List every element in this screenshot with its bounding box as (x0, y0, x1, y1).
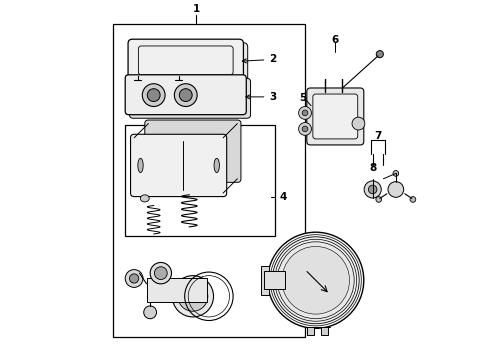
Circle shape (154, 267, 167, 280)
Text: 5: 5 (299, 93, 306, 103)
Circle shape (147, 89, 160, 102)
Text: 3: 3 (245, 92, 276, 102)
Text: 8: 8 (368, 163, 376, 173)
Bar (125, 125, 274, 236)
Circle shape (267, 232, 363, 328)
Bar (146, 279, 207, 302)
Circle shape (367, 185, 376, 194)
Bar (306, 327, 313, 336)
Circle shape (375, 51, 383, 58)
Text: 2: 2 (242, 54, 276, 64)
Circle shape (298, 107, 311, 119)
Circle shape (392, 171, 398, 176)
Circle shape (150, 262, 171, 284)
Text: 7: 7 (374, 131, 381, 141)
FancyBboxPatch shape (128, 39, 243, 82)
FancyBboxPatch shape (130, 134, 226, 197)
FancyBboxPatch shape (132, 43, 247, 85)
Circle shape (375, 197, 381, 202)
Circle shape (142, 84, 165, 107)
Ellipse shape (214, 158, 219, 172)
FancyBboxPatch shape (125, 75, 246, 115)
Bar (113, 24, 305, 337)
Circle shape (351, 117, 364, 130)
Circle shape (387, 182, 403, 197)
Circle shape (302, 110, 307, 116)
Circle shape (364, 181, 381, 198)
Circle shape (143, 306, 156, 319)
Text: 4: 4 (279, 192, 286, 202)
Circle shape (125, 270, 142, 287)
Circle shape (178, 281, 207, 311)
FancyBboxPatch shape (129, 78, 250, 118)
Bar (260, 266, 269, 294)
Circle shape (302, 126, 307, 132)
Bar (264, 271, 285, 289)
Circle shape (174, 84, 197, 107)
Circle shape (129, 274, 139, 283)
Text: 6: 6 (331, 35, 338, 45)
Circle shape (172, 276, 213, 317)
Circle shape (298, 122, 311, 135)
Bar (321, 327, 327, 336)
Ellipse shape (140, 195, 149, 202)
Circle shape (179, 89, 192, 102)
Ellipse shape (138, 158, 143, 172)
Circle shape (281, 247, 349, 314)
FancyBboxPatch shape (312, 94, 357, 139)
Text: 1: 1 (192, 4, 200, 14)
FancyBboxPatch shape (144, 120, 241, 183)
FancyBboxPatch shape (306, 88, 363, 145)
Circle shape (272, 237, 358, 324)
Circle shape (409, 197, 415, 202)
Circle shape (277, 242, 353, 319)
